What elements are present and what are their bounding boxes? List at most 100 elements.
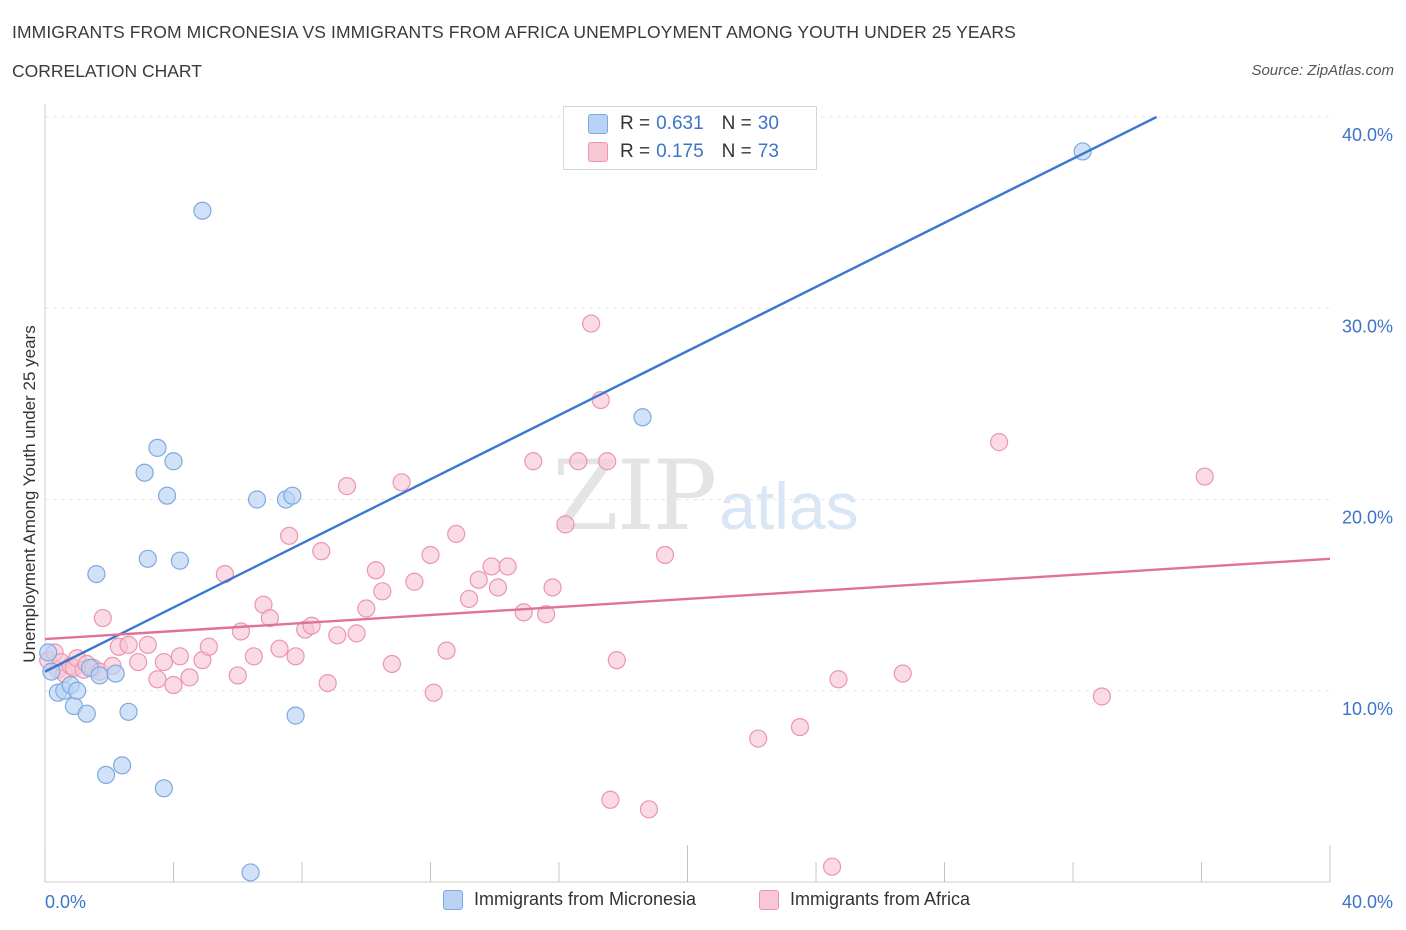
africa-point: [990, 433, 1009, 452]
africa-point: [655, 545, 675, 565]
africa-point: [424, 683, 443, 702]
r-value: 0.175: [656, 141, 704, 162]
africa-point: [164, 675, 183, 695]
gridlines: [45, 116, 1330, 692]
micronesia-trend-line: [44, 115, 1158, 673]
africa-point: [170, 647, 190, 666]
africa-point: [790, 717, 810, 737]
africa-point: [893, 664, 912, 683]
micronesia-point: [135, 463, 154, 482]
micronesia-point: [68, 681, 87, 700]
africa-point: [347, 624, 366, 643]
africa-point: [822, 857, 842, 876]
africa-point: [382, 654, 402, 674]
n-label: N =: [721, 113, 752, 134]
africa-swatch-icon: [759, 889, 779, 910]
africa-point: [286, 647, 305, 666]
x-tick-label-max: 40.0%: [1342, 892, 1393, 912]
africa-point: [1092, 687, 1112, 706]
micronesia-point: [106, 664, 125, 683]
africa-point: [749, 729, 768, 748]
axis-labels: 10.0% 20.0% 30.0% 40.0% 0.0% 40.0% Unemploymen…: [20, 125, 1393, 912]
r-value: 0.631: [656, 113, 704, 134]
legend-label: Immigrants from Micronesia: [474, 889, 697, 909]
source-attribution: Source: ZipAtlas.com: [1251, 62, 1394, 79]
africa-point: [437, 641, 456, 660]
africa-point: [405, 572, 424, 591]
micronesia-swatch-icon: [588, 114, 608, 134]
micronesia-point: [39, 643, 58, 662]
n-label: N =: [721, 141, 752, 162]
africa-point: [199, 637, 218, 656]
africa-point: [537, 605, 556, 624]
chart-title: IMMIGRANTS FROM MICRONESIA VS IMMIGRANTS…: [12, 22, 1016, 42]
africa-point: [302, 616, 321, 635]
data-points: [39, 142, 1214, 882]
correlation-legend: R = 0.631 N = 30 R = 0.175 N = 73: [563, 106, 817, 170]
n-value: 30: [757, 113, 779, 134]
n-value: 73: [757, 141, 779, 162]
y-tick-label: 20.0%: [1342, 508, 1393, 528]
africa-point: [829, 670, 848, 689]
africa-point: [148, 670, 167, 689]
micronesia-point: [193, 201, 212, 220]
micronesia-point: [87, 564, 106, 584]
africa-point: [312, 542, 331, 561]
africa-point: [366, 561, 385, 580]
africa-swatch-icon: [588, 142, 608, 162]
micronesia-point: [119, 702, 138, 721]
africa-point: [318, 673, 337, 693]
africa-point: [180, 668, 199, 687]
africa-point: [582, 314, 601, 333]
africa-point: [447, 524, 466, 544]
africa-point: [469, 570, 488, 589]
africa-point: [421, 545, 440, 565]
micronesia-point: [633, 408, 652, 427]
africa-point: [556, 515, 575, 534]
africa-point: [514, 603, 533, 622]
y-tick-label: 30.0%: [1342, 316, 1393, 336]
micronesia-point: [247, 490, 267, 509]
micronesia-point: [112, 756, 132, 775]
africa-point: [1195, 467, 1214, 486]
africa-point: [459, 589, 479, 609]
r-label: R =: [620, 113, 651, 134]
africa-point: [119, 635, 138, 654]
legend-item-africa[interactable]: Immigrants from Africa: [759, 889, 970, 910]
africa-point: [228, 666, 247, 685]
africa-point: [498, 557, 517, 576]
micronesia-point: [164, 452, 183, 471]
africa-point: [607, 651, 626, 670]
africa-point: [392, 473, 411, 492]
africa-point: [524, 452, 543, 471]
africa-point: [138, 635, 157, 654]
africa-point: [569, 452, 588, 471]
series-legend: Immigrants from Micronesia Immigrants fr…: [0, 889, 1406, 915]
micronesia-point: [90, 666, 109, 685]
africa-point: [260, 608, 279, 628]
legend-item-micronesia[interactable]: Immigrants from Micronesia: [443, 889, 696, 910]
legend-row-micronesia: R = 0.631 N = 30: [588, 112, 779, 136]
x-tick-label-min: 0.0%: [45, 892, 86, 912]
africa-point: [328, 626, 347, 645]
trend-lines: [44, 115, 1331, 673]
micronesia-point: [283, 486, 302, 505]
micronesia-swatch-icon: [443, 889, 463, 910]
legend-row-africa: R = 0.175 N = 73: [588, 140, 779, 164]
micronesia-point: [286, 706, 305, 725]
micronesia-point: [96, 765, 116, 785]
africa-trend-line: [44, 557, 1331, 641]
africa-point: [270, 639, 289, 658]
micronesia-point: [157, 486, 177, 505]
y-tick-label: 40.0%: [1342, 125, 1393, 145]
africa-point: [598, 452, 617, 471]
africa-point: [337, 477, 357, 496]
africa-point: [373, 582, 392, 601]
chart-subtitle: CORRELATION CHART: [12, 61, 202, 81]
micronesia-point: [241, 863, 260, 882]
africa-point: [154, 652, 173, 672]
africa-point: [488, 578, 508, 597]
africa-point: [639, 800, 659, 819]
micronesia-point: [148, 438, 167, 457]
